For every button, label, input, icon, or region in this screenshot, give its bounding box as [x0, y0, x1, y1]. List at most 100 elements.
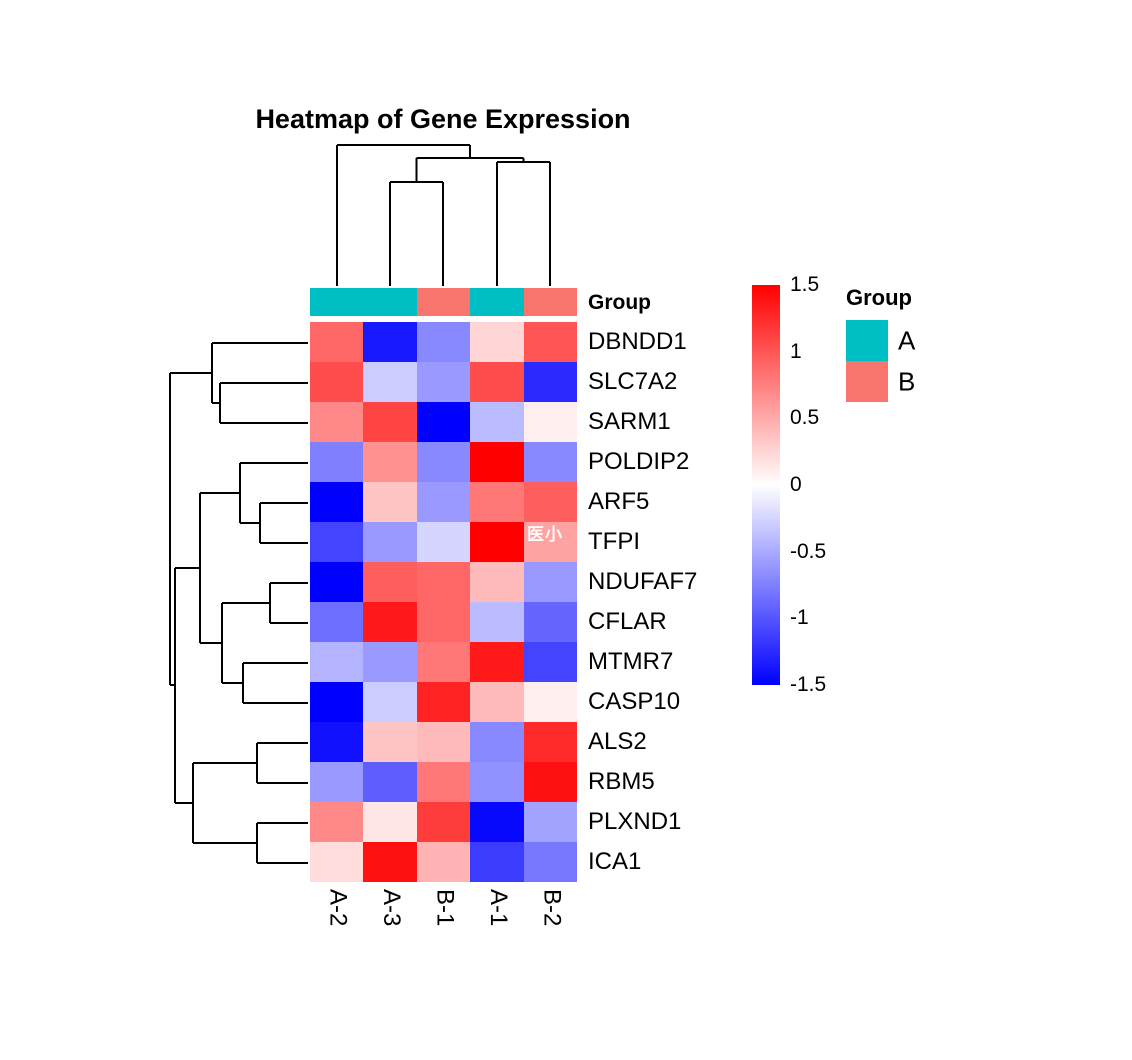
heatmap-cell: [523, 482, 577, 522]
heatmap-row-NDUFAF7: [310, 562, 577, 602]
colorbar-tick-0: 0: [790, 473, 802, 496]
heatmap-cell: [363, 682, 417, 722]
heatmap-cell: [363, 722, 417, 762]
heatmap-cell: [470, 762, 524, 802]
annotation-row-label: Group: [588, 291, 651, 314]
heatmap-row-CFLAR: [310, 602, 577, 642]
heatmap-cell: [470, 322, 524, 362]
legend-item-B: B: [846, 361, 915, 402]
heatmap-cell: [470, 722, 524, 762]
heatmap-cell: [523, 762, 577, 802]
heatmap-cell: [363, 522, 417, 562]
annotation-cell-B-1: [416, 288, 471, 316]
heatmap-row-SLC7A2: [310, 362, 577, 402]
heatmap-cell: [310, 642, 364, 682]
heatmap-cell: [363, 362, 417, 402]
heatmap-cell: [363, 802, 417, 842]
heatmap-cell: [310, 802, 364, 842]
row-label-RBM5: RBM5: [588, 768, 655, 795]
heatmap-cell: [310, 402, 364, 442]
column-label-B-1: B-1: [431, 889, 459, 927]
row-label-PLXND1: PLXND1: [588, 808, 682, 835]
row-dendrogram: [169, 342, 308, 864]
heatmap-row-CASP10: [310, 682, 577, 722]
heatmap-cell: [416, 842, 471, 882]
colorbar-gradient: [752, 285, 780, 685]
heatmap-cell: [416, 522, 471, 562]
heatmap-cell: [363, 482, 417, 522]
heatmap-cell: [470, 522, 524, 562]
row-label-TFPI: TFPI: [588, 528, 640, 555]
heatmap-cell: [363, 842, 417, 882]
heatmap-row-ICA1: [310, 842, 577, 882]
heatmap-cell: [310, 682, 364, 722]
heatmap-cell: [310, 362, 364, 402]
heatmap-row-TFPI: [310, 522, 577, 562]
colorbar-tick--0.5: -0.5: [790, 539, 827, 563]
annotation-cell-B-2: [523, 288, 577, 316]
heatmap-cell: [523, 842, 577, 882]
row-label-SARM1: SARM1: [588, 408, 671, 435]
heatmap-cell: [416, 762, 471, 802]
heatmap-row-SARM1: [310, 402, 577, 442]
row-label-CASP10: CASP10: [588, 688, 681, 715]
heatmap-cell: [310, 522, 364, 562]
row-label-MTMR7: MTMR7: [588, 648, 674, 675]
colorbar-tick-1: 1: [790, 339, 802, 363]
heatmap-row-DBNDD1: [310, 322, 577, 362]
legend-label-A: A: [898, 325, 916, 355]
row-label-ALS2: ALS2: [588, 728, 647, 755]
heatmap-cell: [523, 602, 577, 642]
heatmap-cell: [523, 642, 577, 682]
legend-label-B: B: [898, 366, 916, 396]
heatmap-cell: [523, 322, 577, 362]
heatmap-cell: [416, 682, 471, 722]
heatmap-cell: [523, 402, 577, 442]
heatmap-cell: [470, 482, 524, 522]
annotation-cell-A-1: [470, 288, 524, 316]
heatmap-cell: [470, 602, 524, 642]
heatmap-cell: [363, 442, 417, 482]
heatmap-cell: [416, 442, 471, 482]
annotation-cell-A-3: [363, 288, 417, 316]
heatmap-cell: [416, 482, 471, 522]
legend-item-A: A: [846, 320, 915, 361]
row-label-DBNDD1: DBNDD1: [588, 328, 687, 355]
heatmap-cell: [310, 442, 364, 482]
heatmap-cell: [523, 522, 577, 562]
heatmap-cell: [416, 322, 471, 362]
heatmap-cell: [363, 602, 417, 642]
heatmap-row-PLXND1: [310, 802, 577, 842]
heatmap-cell: [416, 802, 471, 842]
heatmap-row-RBM5: [310, 762, 577, 802]
chart-title: Heatmap of Gene Expression: [255, 104, 631, 134]
annotation-cell-A-2: [310, 288, 364, 316]
row-label-POLDIP2: POLDIP2: [588, 448, 690, 475]
column-dendrogram: [336, 144, 551, 286]
heatmap-cell: [363, 402, 417, 442]
row-label-ARF5: ARF5: [588, 488, 650, 515]
heatmap-cell: [470, 562, 524, 602]
heatmap-cell: [310, 842, 364, 882]
heatmap-cell: [416, 562, 471, 602]
column-label-A-2: A-2: [324, 889, 352, 927]
heatmap-cell: [416, 602, 471, 642]
row-label-ICA1: ICA1: [588, 848, 642, 875]
row-label-NDUFAF7: NDUFAF7: [588, 568, 698, 595]
row-label-SLC7A2: SLC7A2: [588, 368, 678, 395]
heatmap-cell: [310, 482, 364, 522]
heatmap-cell: [310, 602, 364, 642]
heatmap-cell: [523, 562, 577, 602]
colorbar-tick-1.5: 1.5: [790, 273, 820, 296]
heatmap-cell: [470, 682, 524, 722]
column-label-B-2: B-2: [538, 889, 566, 927]
legend-title: Group: [846, 285, 912, 310]
heatmap-cell: [523, 442, 577, 482]
row-label-CFLAR: CFLAR: [588, 608, 667, 635]
legend-swatch-B: [846, 361, 888, 402]
column-label-A-3: A-3: [378, 889, 406, 927]
heatmap-cell: [363, 562, 417, 602]
